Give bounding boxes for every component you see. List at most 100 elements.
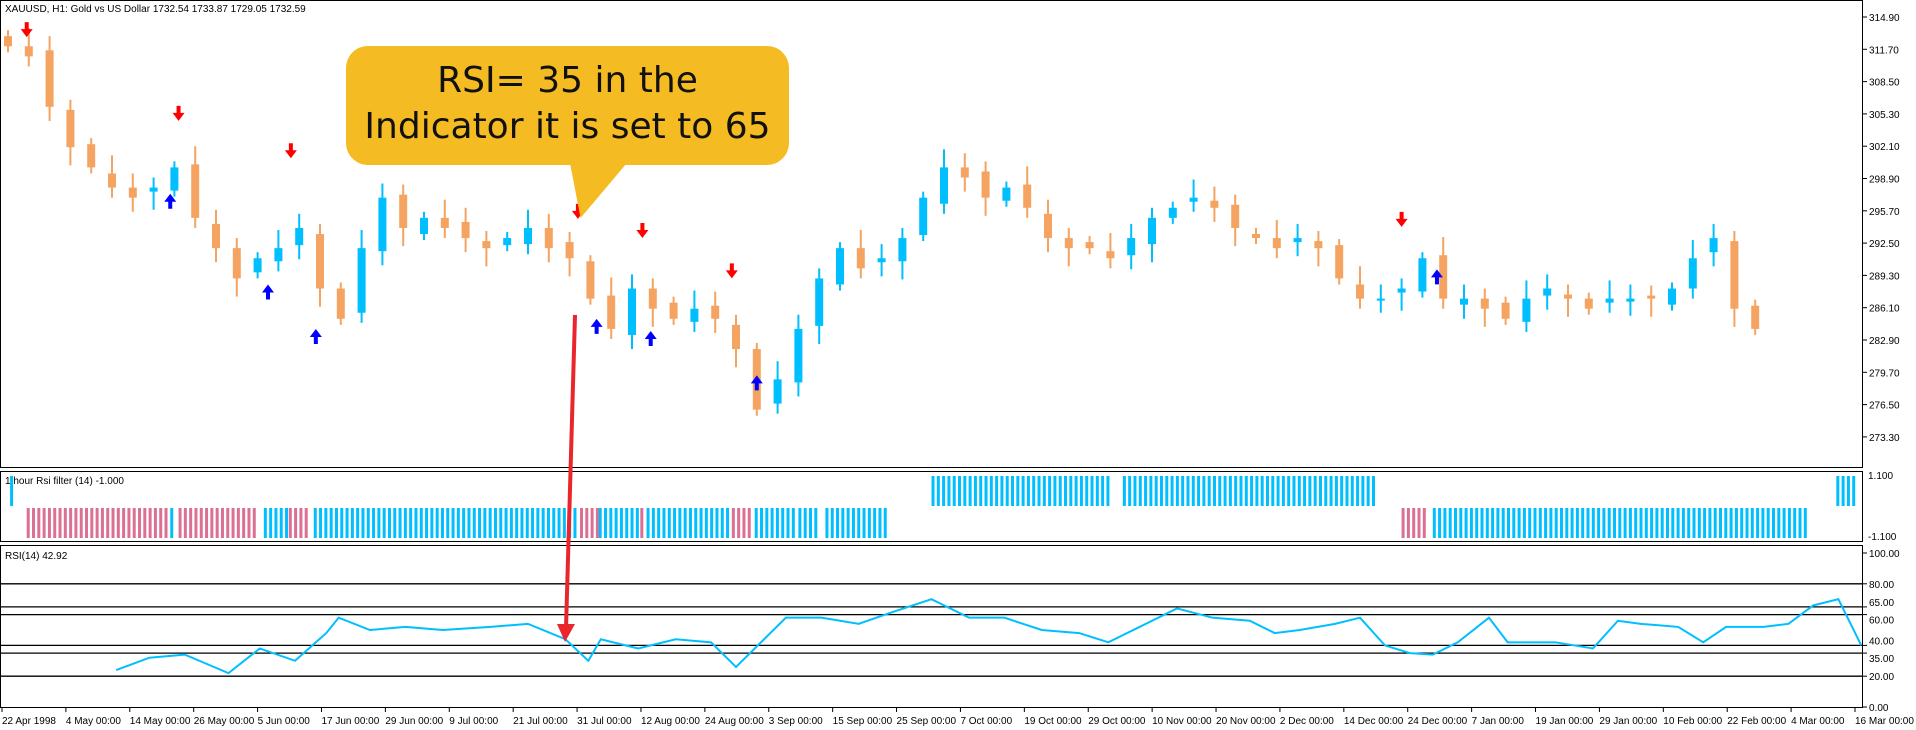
histogram-bar bbox=[1366, 476, 1370, 506]
candle-body bbox=[399, 194, 408, 228]
histogram-bar bbox=[509, 508, 513, 538]
histogram-bar bbox=[1581, 508, 1585, 538]
price-label: 276.50 bbox=[1869, 401, 1900, 412]
histogram-bar bbox=[520, 508, 524, 538]
histogram-bar bbox=[1345, 476, 1349, 506]
candle-body bbox=[1168, 207, 1177, 218]
price-label: 305.30 bbox=[1869, 110, 1900, 121]
histogram-bar bbox=[1554, 508, 1558, 538]
rsi-label: RSI(14) 42.92 bbox=[5, 551, 68, 562]
histogram-bar bbox=[1634, 508, 1638, 538]
candle-body bbox=[1064, 238, 1073, 249]
candle-body bbox=[1314, 241, 1323, 249]
histogram-bar bbox=[995, 476, 999, 506]
histogram-bar bbox=[604, 508, 608, 538]
rsi-axis-label: 35.00 bbox=[1869, 654, 1894, 665]
histogram-bar bbox=[873, 508, 877, 538]
histogram-bar bbox=[1491, 508, 1495, 538]
histogram-bar bbox=[1138, 476, 1142, 506]
histogram-bar bbox=[1644, 508, 1648, 538]
candle-body bbox=[440, 217, 449, 228]
time-label: 3 Sep 00:00 bbox=[769, 716, 823, 727]
histogram-bar bbox=[269, 508, 273, 538]
histogram-bar bbox=[781, 508, 785, 538]
histogram-bar bbox=[1401, 508, 1405, 538]
main-panel[interactable] bbox=[0, 0, 1863, 468]
histogram-bar bbox=[1852, 476, 1856, 506]
histogram-bar bbox=[1443, 508, 1447, 538]
candle-body bbox=[648, 288, 657, 309]
candle-body bbox=[66, 109, 75, 148]
histogram-bar bbox=[37, 508, 41, 538]
histogram-bar bbox=[159, 508, 163, 538]
histogram-bar bbox=[425, 508, 429, 538]
histogram-bar bbox=[285, 508, 289, 538]
histogram-bar bbox=[1313, 476, 1317, 506]
histogram-bar bbox=[366, 508, 370, 538]
sell-arrow-icon bbox=[725, 263, 738, 279]
histogram-bar bbox=[1106, 476, 1110, 506]
histogram-bar bbox=[1793, 508, 1797, 538]
histogram-bar bbox=[252, 508, 256, 538]
histogram-bar bbox=[1292, 476, 1296, 506]
time-label: 26 May 00:00 bbox=[194, 716, 255, 727]
histogram-bar bbox=[546, 508, 550, 538]
filter-label: 1 hour Rsi filter (14) -1.000 bbox=[5, 476, 124, 487]
candle-body bbox=[357, 248, 366, 313]
histogram-bar bbox=[614, 508, 618, 538]
histogram-bar bbox=[515, 508, 519, 538]
price-label: 282.90 bbox=[1869, 336, 1900, 347]
histogram-bar bbox=[651, 508, 655, 538]
time-label: 7 Jan 00:00 bbox=[1472, 716, 1525, 727]
histogram-bar bbox=[215, 508, 219, 538]
histogram-bar bbox=[178, 508, 182, 538]
candle-body bbox=[940, 167, 948, 204]
time-label: 2 Dec 00:00 bbox=[1280, 716, 1334, 727]
sell-arrow-icon bbox=[284, 143, 297, 159]
histogram-bar bbox=[499, 508, 503, 538]
histogram-bar bbox=[770, 508, 774, 538]
histogram-bar bbox=[1613, 508, 1616, 538]
histogram-bar bbox=[1149, 476, 1153, 506]
candle-body bbox=[24, 46, 33, 57]
histogram-bar bbox=[662, 508, 666, 538]
time-label: 25 Sep 00:00 bbox=[897, 716, 957, 727]
candle-body bbox=[732, 324, 740, 350]
histogram-bar bbox=[786, 508, 790, 538]
candle-body bbox=[1335, 245, 1344, 279]
histogram-bar bbox=[1144, 476, 1148, 506]
histogram-bar bbox=[798, 508, 802, 538]
candle-body bbox=[149, 187, 158, 192]
candle-body bbox=[1709, 238, 1718, 253]
rsi-panel[interactable] bbox=[0, 545, 1863, 708]
histogram-bar bbox=[1042, 476, 1046, 506]
histogram-bar bbox=[1560, 508, 1563, 538]
buy-arrow-icon bbox=[590, 318, 603, 334]
candle-body bbox=[1751, 305, 1760, 329]
histogram-bar bbox=[1371, 476, 1375, 506]
histogram-bar bbox=[478, 508, 482, 538]
histogram-bar bbox=[1181, 476, 1185, 506]
price-label: 273.30 bbox=[1869, 433, 1900, 444]
histogram-bar bbox=[1846, 476, 1850, 506]
buy-arrow-icon bbox=[309, 328, 322, 344]
histogram-bar bbox=[231, 508, 235, 538]
histogram-bar bbox=[220, 508, 224, 538]
histogram-bar bbox=[90, 508, 94, 538]
time-label: 29 Jun 00:00 bbox=[385, 716, 443, 727]
histogram-bar bbox=[467, 508, 471, 538]
histogram-bar bbox=[53, 508, 57, 538]
histogram-bar bbox=[1565, 508, 1569, 538]
histogram-bar bbox=[106, 508, 110, 538]
candle-body bbox=[482, 241, 491, 249]
histogram-bar bbox=[1265, 476, 1269, 506]
time-axis: 22 Apr 1998 4 May 00:00 14 May 00:00 26 May… bbox=[1, 708, 1914, 727]
candle-body bbox=[378, 197, 387, 252]
candle-body bbox=[1501, 302, 1510, 319]
histogram-bar bbox=[1101, 476, 1105, 506]
histogram-bar bbox=[1218, 476, 1222, 506]
histogram-bar bbox=[1128, 476, 1132, 506]
rsi-line bbox=[115, 598, 1863, 675]
histogram-bar bbox=[1079, 476, 1083, 506]
